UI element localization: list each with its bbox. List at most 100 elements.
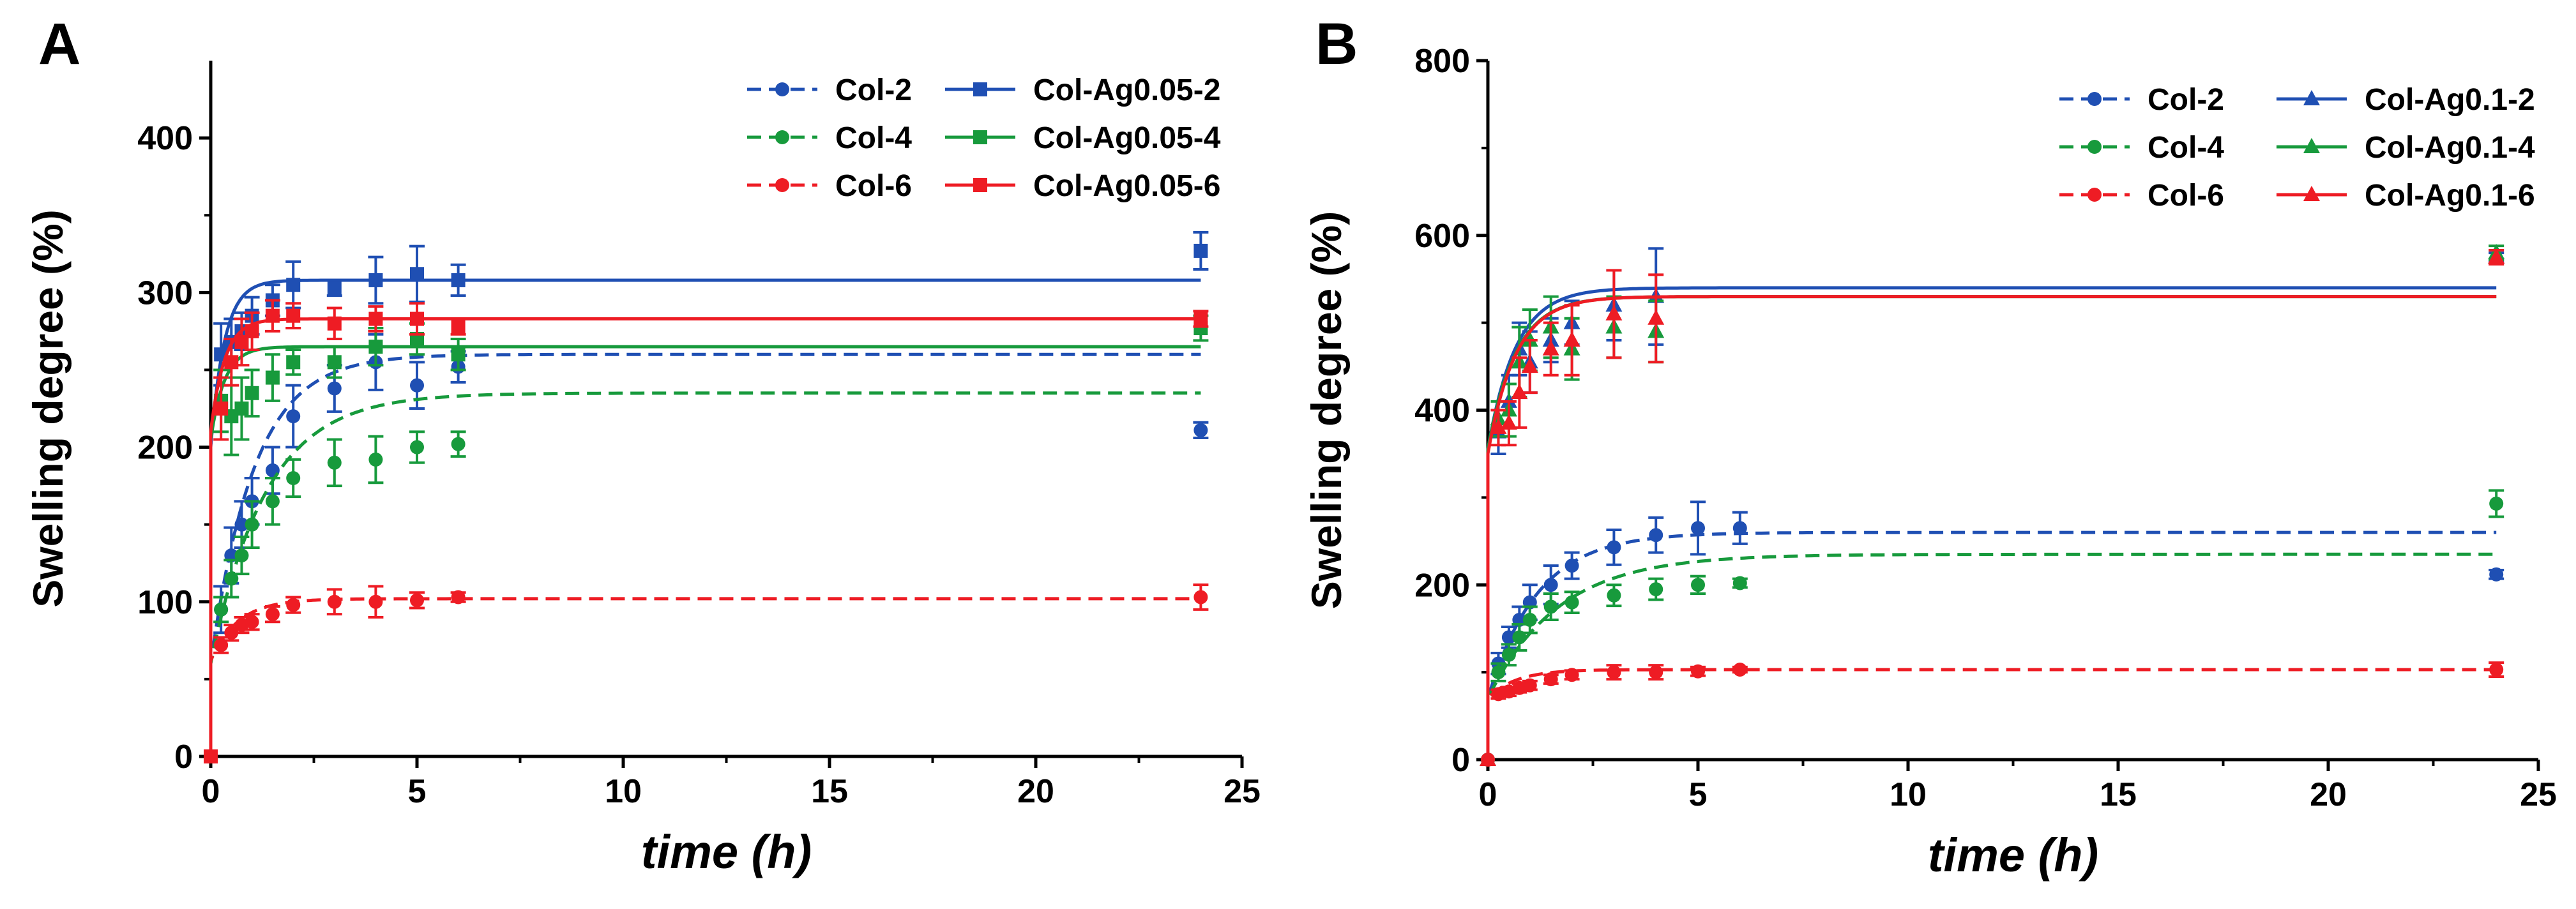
data-point (451, 437, 466, 451)
data-point (214, 402, 229, 416)
legend-swatch-marker (973, 130, 987, 144)
data-point (224, 626, 239, 640)
y-tick-label: 100 (137, 584, 193, 621)
legend-label: Col-Ag0.05-4 (1033, 121, 1221, 155)
data-point (214, 602, 229, 617)
x-tick-label: 25 (1224, 773, 1261, 810)
data-point (265, 607, 280, 622)
legend-label: Col-4 (2148, 131, 2224, 165)
data-point (234, 402, 249, 416)
data-point (451, 273, 466, 287)
data-point (1649, 528, 1663, 543)
legend-label: Col-4 (835, 121, 912, 155)
x-tick-label: 0 (1479, 776, 1497, 813)
data-point (1565, 559, 1579, 573)
x-tick-label: 20 (2310, 776, 2347, 813)
legend-item: Col-2 (747, 73, 912, 107)
data-point (265, 370, 280, 385)
x-tick-label: 15 (811, 773, 848, 810)
data-point (410, 312, 424, 326)
y-tick-label: 400 (1414, 393, 1470, 430)
legend-swatch-marker (2303, 90, 2320, 105)
x-tick-label: 15 (2100, 776, 2137, 813)
legend-item: Col-4 (747, 121, 912, 155)
legend-label: Col-Ag0.1-6 (2365, 179, 2535, 213)
data-point (327, 455, 342, 470)
data-point (1543, 672, 1558, 687)
data-point (368, 340, 383, 354)
legend-label: Col-2 (2148, 83, 2224, 117)
legend-label: Col-6 (2148, 179, 2224, 213)
data-point (1521, 357, 1538, 373)
data-point (2489, 496, 2504, 511)
data-point (1490, 418, 1507, 434)
data-point (451, 590, 466, 605)
y-tick-label: 200 (1414, 567, 1470, 604)
legend-item: Col-Ag0.05-6 (945, 169, 1220, 203)
data-point (1491, 687, 1506, 702)
data-point (410, 440, 424, 454)
data-point (1512, 680, 1527, 695)
data-point (368, 594, 383, 609)
data-point (245, 615, 259, 629)
y-tick-label: 300 (137, 274, 193, 312)
legend-label: Col-Ag0.1-4 (2365, 131, 2535, 165)
legend-item: Col-Ag0.1-2 (2277, 83, 2535, 117)
data-point (1607, 540, 1621, 555)
data-point (368, 312, 383, 326)
data-point (1732, 576, 1747, 590)
x-tick-label: 20 (1017, 773, 1054, 810)
data-point (234, 517, 249, 532)
data-point (234, 548, 249, 563)
data-point (1193, 312, 1208, 326)
data-point (1691, 521, 1705, 536)
legend-swatch-marker (2087, 140, 2102, 154)
data-point (1193, 590, 1208, 605)
data-point (1691, 664, 1705, 679)
y-tick-label: 400 (137, 120, 193, 157)
fit-curve (1486, 668, 2497, 760)
data-point (1543, 578, 1558, 592)
x-tick-label: 10 (605, 773, 642, 810)
data-point (368, 452, 383, 467)
legend-item: Col-Ag0.1-6 (2277, 179, 2535, 213)
data-point (327, 281, 342, 296)
x-tick-label: 25 (2520, 776, 2557, 813)
x-axis-title: time (h) (641, 825, 812, 878)
data-point (286, 355, 301, 370)
data-point (2489, 567, 2504, 582)
data-point (1607, 665, 1621, 680)
data-point (204, 749, 218, 763)
data-point (1193, 243, 1208, 258)
data-point (1563, 331, 1580, 347)
series-col-ag0-1-6 (1480, 248, 2505, 766)
data-point (1648, 309, 1665, 325)
legend-swatch-marker (2087, 92, 2102, 106)
data-point (286, 471, 301, 485)
legend-item: Col-Ag0.05-2 (945, 73, 1220, 107)
data-point (265, 308, 280, 323)
series-col-4 (204, 391, 1201, 763)
legend-swatch-marker (973, 178, 987, 192)
panel-label: A (38, 11, 80, 77)
data-point (1605, 304, 1623, 320)
data-point (1543, 599, 1558, 614)
legend-label: Col-Ag0.05-2 (1033, 73, 1220, 107)
legend-item: Col-4 (2059, 131, 2224, 165)
data-point (1522, 678, 1537, 693)
x-tick-label: 10 (1890, 776, 1927, 813)
legend-swatch-marker (775, 130, 789, 144)
data-point (1565, 668, 1579, 682)
legend-swatch-marker (775, 178, 789, 192)
data-point (245, 517, 259, 532)
y-tick-label: 200 (137, 430, 193, 467)
legend-label: Col-6 (835, 169, 912, 203)
data-point (1649, 582, 1663, 597)
legend-swatch-marker (2303, 138, 2320, 153)
legend-item: Col-Ag0.1-4 (2277, 131, 2535, 165)
data-point (1732, 663, 1747, 677)
data-point (1193, 423, 1208, 437)
data-point (245, 386, 259, 400)
data-point (1491, 665, 1506, 680)
